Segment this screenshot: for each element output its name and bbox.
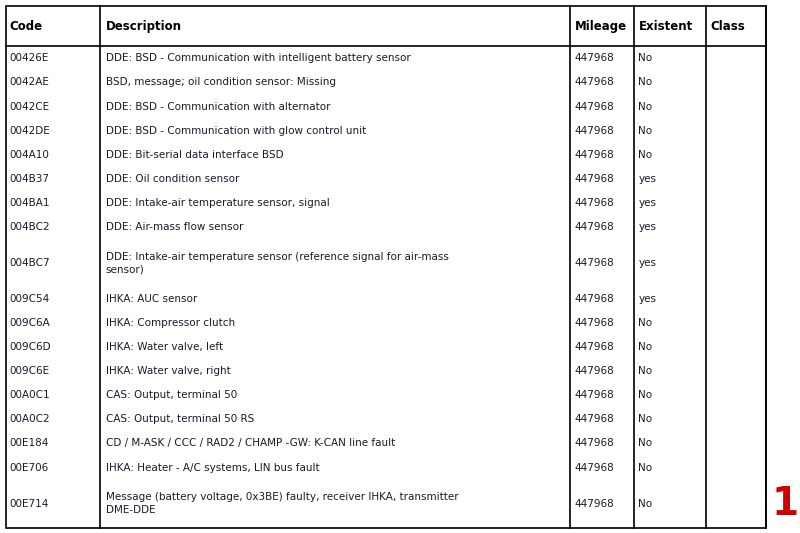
Text: IHKA: Water valve, left: IHKA: Water valve, left [106,342,222,352]
Text: No: No [638,101,653,111]
Text: 00E706: 00E706 [10,463,49,473]
Text: 004B37: 004B37 [10,174,50,184]
Text: 447968: 447968 [574,126,614,135]
Text: 009C54: 009C54 [10,294,50,304]
Text: CAS: Output, terminal 50: CAS: Output, terminal 50 [106,390,237,400]
Text: CAS: Output, terminal 50 RS: CAS: Output, terminal 50 RS [106,414,254,424]
Text: Code: Code [10,20,42,33]
Text: yes: yes [638,174,657,184]
Text: BSD, message; oil condition sensor: Missing: BSD, message; oil condition sensor: Miss… [106,77,336,87]
Text: 447968: 447968 [574,318,614,328]
Text: 447968: 447968 [574,150,614,160]
Text: 00E184: 00E184 [10,439,49,448]
Text: 447968: 447968 [574,439,614,448]
Text: 447968: 447968 [574,198,614,208]
Text: No: No [638,77,653,87]
Text: Description: Description [106,20,182,33]
Text: 447968: 447968 [574,174,614,184]
Text: 009C6A: 009C6A [10,318,50,328]
Text: IHKA: Heater - A/C systems, LIN bus fault: IHKA: Heater - A/C systems, LIN bus faul… [106,463,319,473]
Text: No: No [638,126,653,135]
Text: 447968: 447968 [574,222,614,232]
Text: Mileage: Mileage [574,20,626,33]
Text: DDE: Bit-serial data interface BSD: DDE: Bit-serial data interface BSD [106,150,283,160]
Text: 447968: 447968 [574,342,614,352]
Text: Message (battery voltage, 0x3BE) faulty, receiver IHKA, transmitter
DME-DDE: Message (battery voltage, 0x3BE) faulty,… [106,492,458,515]
Text: DDE: Intake-air temperature sensor (reference signal for air-mass
sensor): DDE: Intake-air temperature sensor (refe… [106,252,449,274]
Text: 0042CE: 0042CE [10,101,50,111]
Text: 0042DE: 0042DE [10,126,50,135]
Text: yes: yes [638,222,657,232]
Text: Existent: Existent [638,20,693,33]
Text: 447968: 447968 [574,77,614,87]
Text: No: No [638,390,653,400]
Text: Class: Class [710,20,745,33]
Text: 447968: 447968 [574,258,614,268]
Text: 447968: 447968 [574,498,614,508]
Text: 447968: 447968 [574,101,614,111]
Text: IHKA: Compressor clutch: IHKA: Compressor clutch [106,318,234,328]
Text: 009C6E: 009C6E [10,366,50,376]
Text: DDE: Air-mass flow sensor: DDE: Air-mass flow sensor [106,222,243,232]
Text: No: No [638,366,653,376]
Text: 004BA1: 004BA1 [10,198,50,208]
Text: 447968: 447968 [574,414,614,424]
Text: CD / M-ASK / CCC / RAD2 / CHAMP -GW: K-CAN line fault: CD / M-ASK / CCC / RAD2 / CHAMP -GW: K-C… [106,439,395,448]
Text: DDE: Intake-air temperature sensor, signal: DDE: Intake-air temperature sensor, sign… [106,198,330,208]
Text: 00E714: 00E714 [10,498,49,508]
Text: DDE: BSD - Communication with alternator: DDE: BSD - Communication with alternator [106,101,330,111]
Text: 004A10: 004A10 [10,150,50,160]
Text: 447968: 447968 [574,390,614,400]
Text: 447968: 447968 [574,294,614,304]
Text: 447968: 447968 [574,366,614,376]
Text: 009C6D: 009C6D [10,342,51,352]
Text: 0042AE: 0042AE [10,77,50,87]
Text: No: No [638,53,653,63]
Text: DDE: BSD - Communication with glow control unit: DDE: BSD - Communication with glow contr… [106,126,366,135]
Text: IHKA: Water valve, right: IHKA: Water valve, right [106,366,230,376]
Text: 00426E: 00426E [10,53,49,63]
Text: DDE: BSD - Communication with intelligent battery sensor: DDE: BSD - Communication with intelligen… [106,53,410,63]
Text: yes: yes [638,198,657,208]
Text: No: No [638,414,653,424]
Text: 447968: 447968 [574,463,614,473]
Text: 1: 1 [772,484,799,523]
Text: 00A0C2: 00A0C2 [10,414,50,424]
Text: No: No [638,318,653,328]
Text: yes: yes [638,258,657,268]
Text: No: No [638,150,653,160]
Text: No: No [638,439,653,448]
Text: yes: yes [638,294,657,304]
Text: No: No [638,463,653,473]
Text: No: No [638,498,653,508]
Text: DDE: Oil condition sensor: DDE: Oil condition sensor [106,174,239,184]
Text: No: No [638,342,653,352]
Text: 004BC7: 004BC7 [10,258,50,268]
Text: 447968: 447968 [574,53,614,63]
Text: 00A0C1: 00A0C1 [10,390,50,400]
Text: 004BC2: 004BC2 [10,222,50,232]
Text: IHKA: AUC sensor: IHKA: AUC sensor [106,294,197,304]
